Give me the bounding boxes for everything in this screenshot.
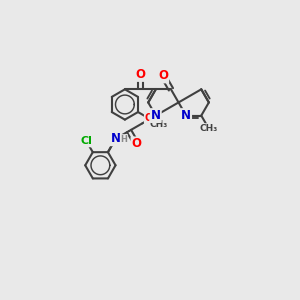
Text: O: O (145, 113, 153, 123)
Text: O: O (158, 69, 168, 82)
Text: CH₃: CH₃ (150, 120, 168, 129)
Text: N: N (181, 109, 191, 122)
Text: H: H (121, 135, 128, 144)
Text: N: N (111, 132, 121, 145)
Text: Cl: Cl (81, 136, 92, 146)
Text: CH₃: CH₃ (200, 124, 218, 133)
Text: O: O (131, 137, 142, 150)
Text: O: O (135, 68, 145, 81)
Text: N: N (151, 109, 161, 122)
